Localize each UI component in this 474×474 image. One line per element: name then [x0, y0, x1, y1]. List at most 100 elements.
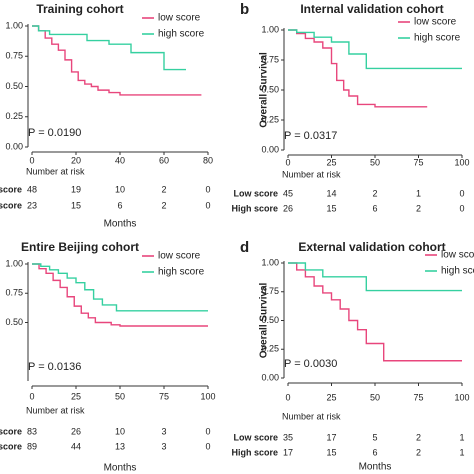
x-tick-label: 0: [29, 391, 34, 401]
x-tick-label: 80: [203, 155, 213, 165]
y-tick-label: 0.00: [5, 141, 23, 151]
x-tick-label: 25: [71, 391, 81, 401]
survival-curve: [288, 262, 462, 292]
panel-letter: b: [240, 1, 249, 18]
y-tick-label: 0.50: [5, 81, 23, 91]
legend-label: low score: [158, 251, 201, 262]
y-tick-label: 0.25: [261, 114, 279, 124]
p-value: P = 0.0190: [28, 127, 81, 139]
legend-label: low score: [441, 250, 474, 261]
risk-count: 0: [459, 203, 464, 213]
legend-label: high score: [158, 29, 205, 40]
y-tick-label: 0.50: [261, 84, 279, 94]
x-tick-label: 40: [115, 155, 125, 165]
risk-count: 2: [372, 188, 377, 198]
x-tick-label: 25: [326, 157, 336, 167]
risk-count: 5: [372, 432, 377, 442]
risk-count: 6: [117, 200, 122, 210]
risk-count: 23: [27, 200, 37, 210]
risk-count: 15: [326, 203, 336, 213]
x-tick-label: 25: [326, 392, 336, 402]
risk-count: 10: [115, 184, 125, 194]
risk-count: 83: [27, 426, 37, 436]
x-tick-label: 75: [159, 391, 169, 401]
y-tick-label: 1.00: [261, 24, 279, 34]
risk-count: 0: [205, 184, 210, 194]
risk-title: Number at risk: [26, 166, 85, 176]
risk-count: 19: [71, 184, 81, 194]
risk-count: 0: [205, 441, 210, 451]
risk-count: 45: [283, 188, 293, 198]
risk-count: 26: [71, 426, 81, 436]
survival-curve: [32, 25, 202, 96]
risk-count: 2: [161, 200, 166, 210]
x-tick-label: 50: [370, 157, 380, 167]
x-axis-label: Months: [104, 463, 137, 474]
risk-row-label: Low score: [0, 184, 22, 194]
risk-count: 0: [459, 188, 464, 198]
y-tick-label: 0.50: [5, 317, 23, 327]
risk-count: 3: [161, 426, 166, 436]
risk-count: 15: [71, 200, 81, 210]
x-tick-label: 0: [285, 157, 290, 167]
legend-label: high score: [441, 266, 474, 277]
risk-count: 2: [416, 203, 421, 213]
risk-row-label: High score: [0, 441, 22, 451]
x-axis-label: Months: [359, 462, 392, 473]
legend-label: high score: [158, 267, 205, 278]
x-tick-label: 20: [71, 155, 81, 165]
risk-row-label: Low score: [0, 426, 22, 436]
survival-curve: [32, 263, 208, 312]
y-axis-label: Overall Survival: [259, 282, 270, 358]
risk-count: 2: [416, 447, 421, 457]
chart-title: Entire Beijing cohort: [21, 240, 139, 254]
y-tick-label: 0.75: [5, 51, 23, 61]
x-tick-label: 100: [454, 392, 469, 402]
x-tick-label: 0: [29, 155, 34, 165]
risk-row-label: Low score: [233, 188, 278, 198]
risk-count: 6: [372, 203, 377, 213]
risk-count: 0: [205, 200, 210, 210]
risk-count: 0: [205, 426, 210, 436]
panel-letter: d: [240, 239, 249, 256]
chart-title: External validation cohort: [298, 240, 445, 254]
survival-curve: [32, 263, 208, 327]
risk-count: 26: [283, 203, 293, 213]
risk-count: 14: [326, 188, 336, 198]
risk-title: Number at risk: [282, 411, 341, 421]
risk-row-label: High score: [0, 200, 22, 210]
risk-count: 10: [115, 426, 125, 436]
survival-curve: [288, 262, 462, 362]
y-tick-label: 0.75: [261, 54, 279, 64]
x-tick-label: 50: [370, 392, 380, 402]
y-tick-label: 0.25: [261, 344, 279, 354]
risk-count: 17: [326, 432, 336, 442]
legend-label: high score: [414, 33, 461, 44]
y-tick-label: 0.75: [261, 286, 279, 296]
survival-curve: [288, 29, 462, 70]
chart-title: Internal validation cohort: [300, 2, 443, 16]
risk-count: 48: [27, 184, 37, 194]
risk-count: 44: [71, 441, 81, 451]
risk-title: Number at risk: [282, 169, 341, 179]
p-value: P = 0.0030: [284, 358, 337, 370]
x-tick-label: 100: [454, 157, 469, 167]
survival-curve: [32, 25, 186, 71]
risk-count: 2: [416, 432, 421, 442]
risk-count: 1: [416, 188, 421, 198]
p-value: P = 0.0136: [28, 361, 81, 373]
risk-title: Number at risk: [26, 405, 85, 415]
risk-count: 89: [27, 441, 37, 451]
risk-count: 1: [459, 447, 464, 457]
y-tick-label: 1.00: [5, 258, 23, 268]
risk-row-label: High score: [231, 447, 278, 457]
risk-count: 2: [161, 184, 166, 194]
chart-title: Training cohort: [36, 2, 123, 16]
y-tick-label: 0.75: [5, 288, 23, 298]
risk-row-label: High score: [231, 203, 278, 213]
x-tick-label: 0: [285, 392, 290, 402]
risk-count: 35: [283, 432, 293, 442]
y-tick-label: 1.00: [261, 257, 279, 267]
risk-count: 13: [115, 441, 125, 451]
